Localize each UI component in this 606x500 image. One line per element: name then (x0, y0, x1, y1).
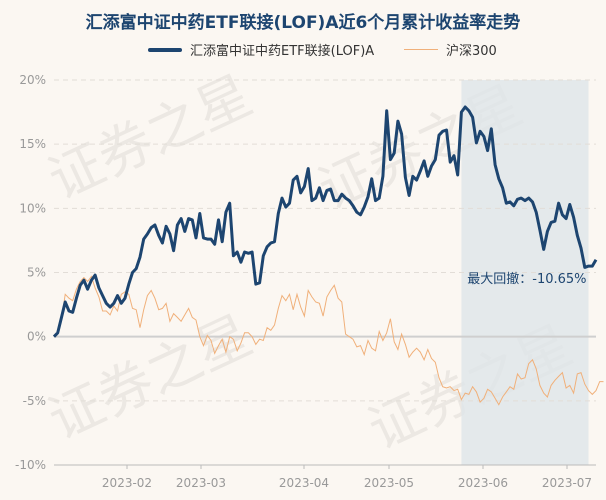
drawdown-label: 最大回撤：-10.65% (467, 271, 586, 287)
x-tick-label: 2023-07 (542, 476, 592, 490)
watermark-text-1: 证券之星 (39, 63, 261, 211)
x-axis: 2023-02 2023-03 2023-04 2023-05 2023-06 2023-… (54, 464, 596, 490)
legend-swatch-index (404, 49, 438, 50)
y-axis: 20% 15% 10% 5% 0% -5% -10% (15, 73, 46, 472)
grid-lines (54, 79, 596, 466)
series-line-index (53, 275, 604, 406)
y-tick-label: 5% (27, 266, 46, 280)
x-tick-label: 2023-05 (364, 476, 414, 490)
y-tick-label: -10% (15, 458, 46, 472)
y-tick-label: 20% (19, 73, 46, 87)
y-tick-label: 0% (27, 330, 46, 344)
x-tick-label: 2023-03 (176, 476, 226, 490)
legend: 汇添富中证中药ETF联接(LOF)A 沪深300 (0, 40, 606, 62)
legend-swatch-fund (148, 47, 182, 52)
x-tick-label: 2023-06 (458, 476, 508, 490)
y-tick-label: 10% (19, 201, 46, 215)
chart-title: 汇添富中证中药ETF联接(LOF)A近6个月累计收益率走势 (85, 13, 521, 33)
y-tick-label: -5% (23, 394, 46, 408)
legend-item-fund[interactable]: 汇添富中证中药ETF联接(LOF)A (148, 40, 374, 59)
series-line-fund (52, 105, 598, 338)
legend-label-index: 沪深300 (446, 44, 497, 59)
watermark-text-3: 证券之星 (39, 303, 261, 451)
legend-label-fund: 汇添富中证中药ETF联接(LOF)A (190, 44, 375, 59)
x-tick-label: 2023-04 (279, 476, 329, 490)
x-tick-label: 2023-02 (102, 476, 152, 490)
legend-item-index[interactable]: 沪深300 (404, 40, 497, 59)
y-tick-label: 15% (19, 137, 46, 151)
